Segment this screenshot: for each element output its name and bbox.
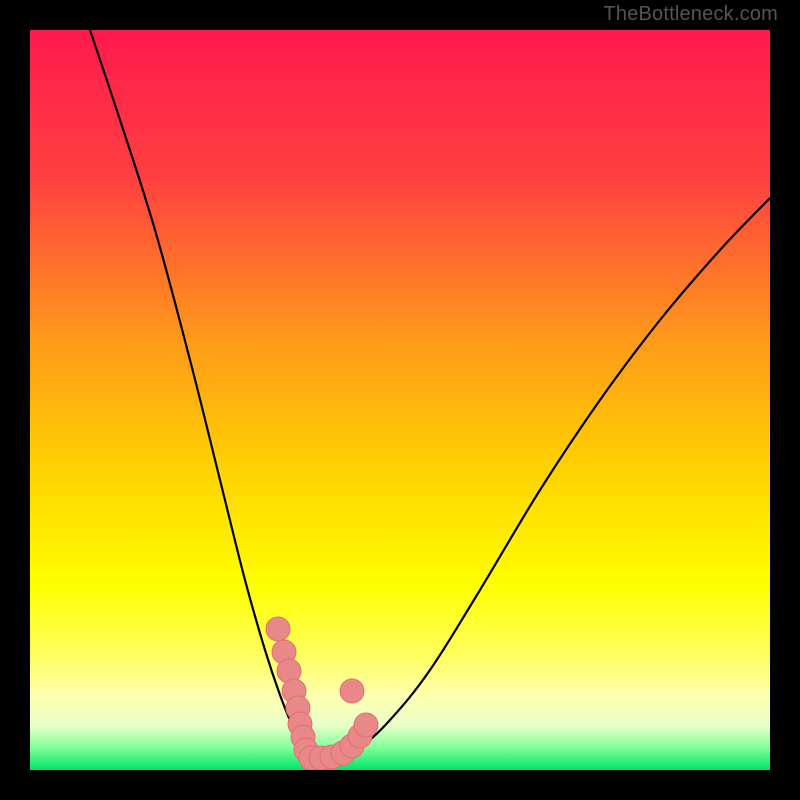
chart-frame: TheBottleneck.com	[0, 0, 800, 800]
data-marker	[266, 617, 290, 641]
plot-area	[30, 30, 770, 770]
data-marker	[340, 679, 364, 703]
chart-svg	[30, 30, 770, 770]
watermark-text: TheBottleneck.com	[603, 3, 778, 26]
chart-background	[30, 30, 770, 770]
data-marker	[354, 713, 378, 737]
